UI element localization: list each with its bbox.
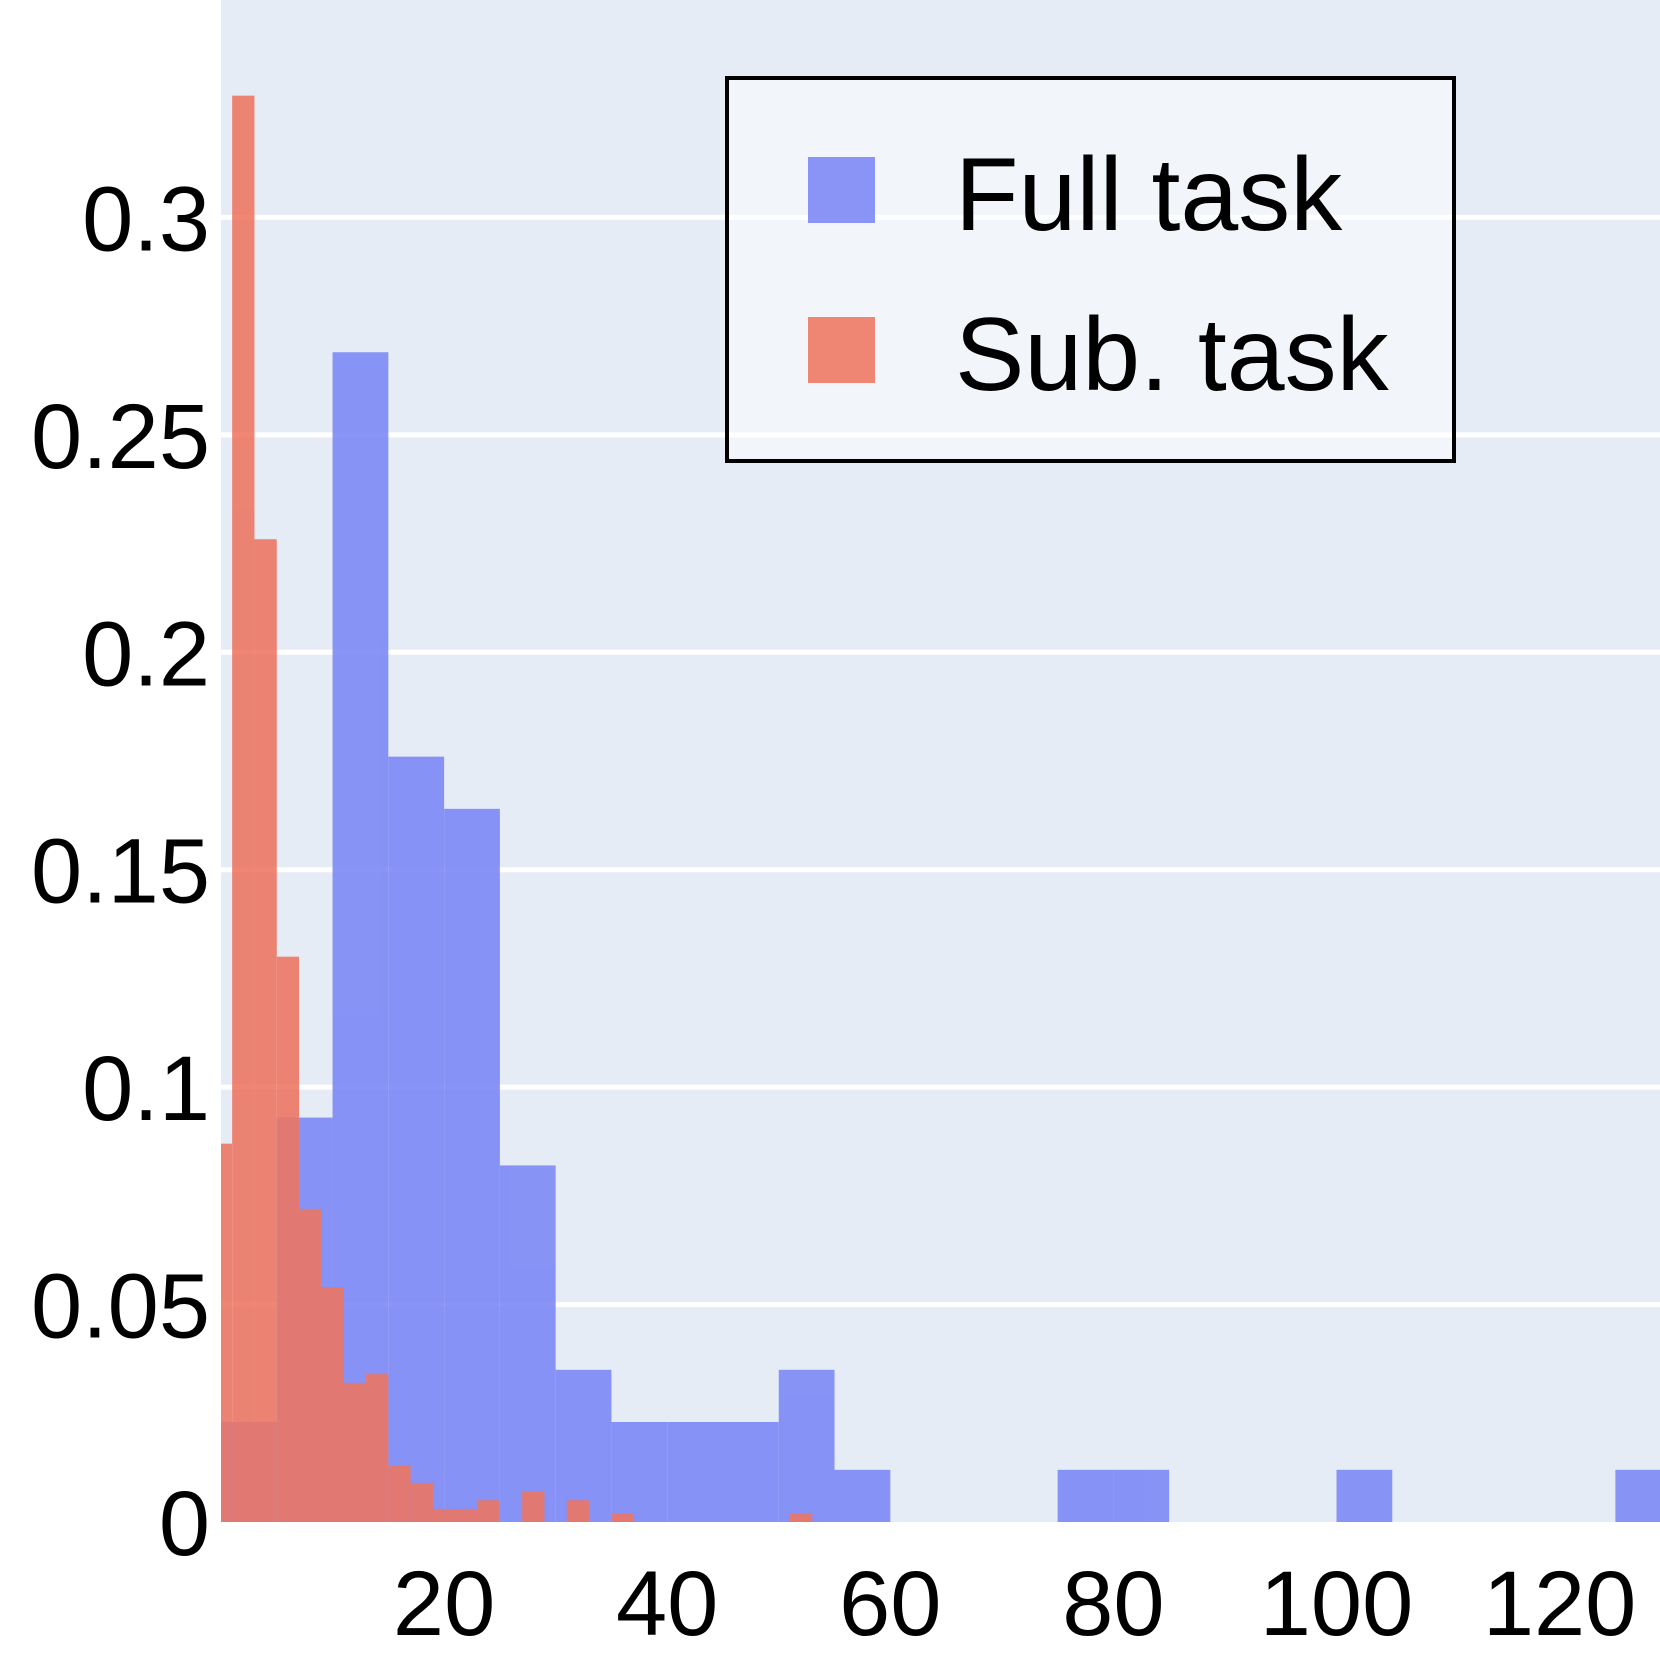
bar-1-0 (221, 1143, 233, 1522)
bar-0-15 (1057, 1469, 1114, 1522)
y-tick-label-4: 0.2 (82, 603, 210, 705)
x-tick-label-4: 100 (1260, 1553, 1414, 1655)
bar-1-12 (477, 1500, 500, 1522)
y-tick-label-6: 0.3 (82, 168, 210, 270)
bar-0-8 (667, 1421, 723, 1522)
bar-1-1 (232, 95, 255, 1522)
legend: Full task Sub. task (725, 76, 1456, 463)
y-tick-label-0: 0 (159, 1473, 210, 1575)
legend-label-0: Full task (955, 137, 1343, 253)
y-tick-label-5: 0.25 (31, 386, 210, 488)
bar-0-10 (778, 1369, 835, 1522)
bar-1-11 (455, 1508, 478, 1522)
bar-0-25 (1615, 1469, 1660, 1522)
bar-0-4 (444, 808, 500, 1522)
bar-1-14 (566, 1500, 590, 1522)
y-axis: 0 0.05 0.1 0.15 0.2 0.25 0.3 (31, 168, 210, 1575)
y-tick-label-1: 0.05 (31, 1256, 210, 1358)
bar-0-9 (722, 1421, 779, 1522)
bar-1-16 (789, 1513, 813, 1522)
legend-box (725, 76, 1456, 463)
legend-label-1: Sub. task (955, 297, 1390, 413)
bar-0-5 (499, 1165, 556, 1522)
y-tick-label-2: 0.1 (82, 1038, 210, 1140)
bar-0-7 (611, 1421, 668, 1522)
bar-1-7 (366, 1374, 389, 1522)
bar-0-11 (834, 1469, 891, 1522)
bar-1-3 (276, 956, 300, 1522)
x-tick-label-5: 120 (1483, 1553, 1637, 1655)
bar-0-3 (388, 756, 445, 1522)
bar-1-4 (299, 1208, 322, 1522)
x-tick-label-3: 80 (1062, 1553, 1164, 1655)
bar-0-16 (1113, 1469, 1170, 1522)
legend-swatch-1 (808, 317, 875, 383)
bar-1-5 (321, 1287, 344, 1522)
bar-1-15 (611, 1513, 634, 1522)
x-tick-label-2: 60 (839, 1553, 941, 1655)
bar-1-13 (522, 1491, 545, 1522)
bar-1-10 (432, 1508, 456, 1522)
bar-1-2 (254, 539, 277, 1522)
bar-0-20 (1336, 1469, 1393, 1522)
series-1 (221, 95, 813, 1522)
y-tick-label-3: 0.15 (31, 821, 210, 923)
bars (221, 95, 1660, 1523)
x-tick-label-1: 40 (616, 1553, 718, 1655)
legend-swatch-0 (808, 157, 875, 223)
x-axis: 20 40 60 80 100 120 (393, 1553, 1636, 1655)
bar-1-8 (388, 1465, 411, 1522)
bar-1-9 (410, 1482, 433, 1522)
bar-0-6 (555, 1369, 612, 1522)
bar-1-6 (343, 1382, 367, 1522)
x-tick-label-0: 20 (393, 1553, 495, 1655)
